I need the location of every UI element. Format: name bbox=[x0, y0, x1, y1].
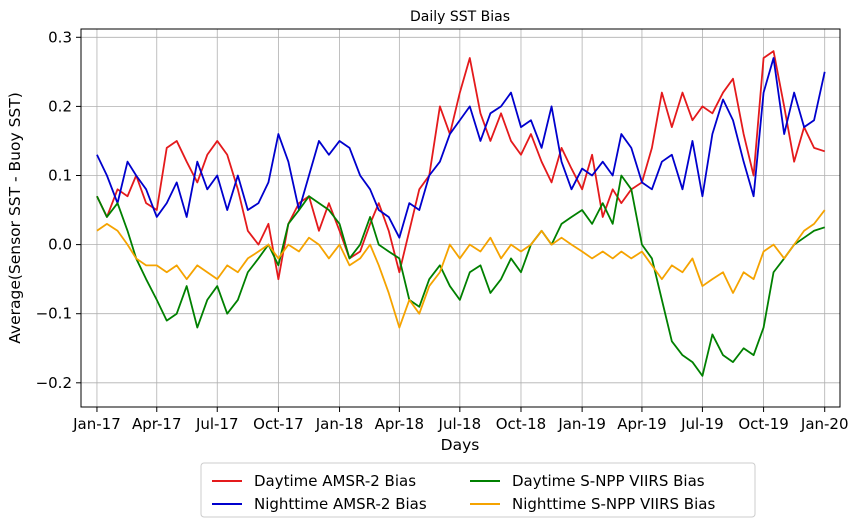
legend-label: Daytime AMSR-2 Bias bbox=[254, 472, 416, 490]
x-tick-label: Jan-20 bbox=[800, 415, 849, 433]
legend-frame bbox=[200, 462, 756, 518]
series-line-daytime-s-npp-viirs-bias bbox=[96, 174, 825, 377]
y-tick-label: −0.2 bbox=[36, 374, 72, 392]
series-line-daytime-amsr-2-bias bbox=[96, 50, 825, 281]
x-tick-label: Oct-18 bbox=[496, 415, 546, 433]
legend-label: Nighttime S-NPP VIIRS Bias bbox=[512, 495, 715, 513]
y-tick-label: 0.2 bbox=[48, 97, 72, 115]
x-tick-label: Apr-18 bbox=[375, 415, 425, 433]
x-tick-label: Oct-17 bbox=[253, 415, 303, 433]
y-tick-label: 0.0 bbox=[48, 236, 72, 254]
y-tick-label: 0.1 bbox=[48, 167, 72, 185]
x-tick-label: Jul-19 bbox=[680, 415, 724, 433]
series-line-nighttime-amsr-2-bias bbox=[96, 57, 826, 239]
legend-label: Nighttime AMSR-2 Bias bbox=[254, 495, 427, 513]
x-axis-title: Days bbox=[441, 436, 480, 454]
y-tick-label: 0.3 bbox=[48, 28, 72, 46]
x-tick-label: Oct-19 bbox=[738, 415, 788, 433]
x-tick-label: Jul-18 bbox=[438, 415, 482, 433]
y-tick-label: −0.1 bbox=[36, 305, 72, 323]
grid bbox=[81, 29, 840, 407]
x-tick-label: Apr-17 bbox=[132, 415, 182, 433]
y-axis-title: Average(Sensor SST - Buoy SST) bbox=[6, 92, 24, 344]
chart-title: Daily SST Bias bbox=[410, 9, 510, 25]
x-tick-label: Jan-17 bbox=[72, 415, 121, 433]
x-tick-label: Apr-19 bbox=[617, 415, 667, 433]
series-layer bbox=[96, 50, 826, 377]
y-axis: −0.2 −0.1 0.0 0.1 0.2 0.3 bbox=[36, 28, 81, 392]
x-tick-label: Jan-19 bbox=[557, 415, 606, 433]
x-tick-label: Jan-18 bbox=[315, 415, 364, 433]
x-axis: Jan-17 Apr-17 Jul-17 Oct-17 Jan-18 Apr-18 Jul-… bbox=[72, 407, 849, 433]
x-tick-label: Jul-17 bbox=[195, 415, 239, 433]
plot-frame bbox=[80, 28, 841, 408]
legend-label: Daytime S-NPP VIIRS Bias bbox=[512, 472, 705, 490]
legend: Daytime AMSR-2 Bias Nighttime AMSR-2 Bias… bbox=[200, 462, 756, 518]
series-line-nighttime-s-npp-viirs-bias bbox=[96, 209, 826, 329]
